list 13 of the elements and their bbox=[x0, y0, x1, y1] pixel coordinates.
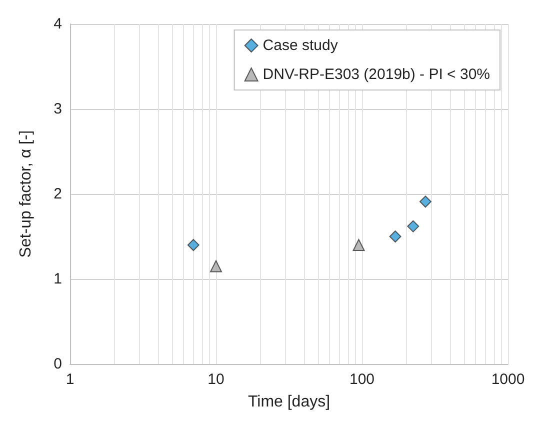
x-axis-title: Time [days] bbox=[248, 394, 330, 410]
legend-label: DNV-RP-E303 (2019b) - PI < 30% bbox=[262, 66, 490, 83]
x-tick-label: 1000 bbox=[491, 371, 525, 388]
y-tick-label: 2 bbox=[54, 186, 62, 202]
y-tick-label: 0 bbox=[54, 356, 62, 372]
x-tick-label: 100 bbox=[349, 371, 375, 388]
legend-label: Case study bbox=[262, 37, 338, 54]
x-tick-label: 1 bbox=[66, 371, 74, 388]
x-tick-label: 10 bbox=[208, 371, 224, 388]
y-axis-title: Set-up factor, α [-] bbox=[18, 130, 34, 258]
y-tick-label: 3 bbox=[54, 100, 62, 118]
y-tick-label: 4 bbox=[54, 16, 62, 32]
y-tick-label: 1 bbox=[54, 270, 62, 288]
